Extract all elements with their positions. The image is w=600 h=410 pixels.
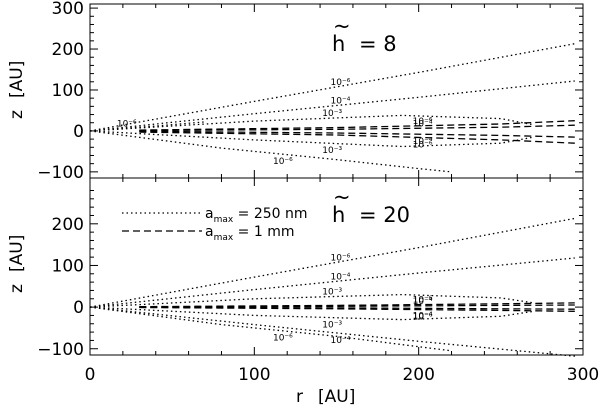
contour-label: 10⁻³ (322, 288, 342, 298)
lower-y-axis-label: z (7, 284, 27, 293)
x-tick-label: 100 (238, 365, 270, 385)
contour-dotted-2 (89, 257, 575, 308)
contour-dotted-5 (89, 130, 452, 173)
contour-dashed-8 (139, 304, 575, 308)
contour-label: 10⁻⁶ (413, 117, 433, 127)
contour-dotted-4 (89, 306, 534, 321)
legend-entry-2-text: = 1 mm (233, 224, 294, 240)
contour-label: 10⁻³ (322, 146, 342, 156)
y-tick-label: 100 (52, 81, 84, 101)
contour-label: 10⁻⁶ (413, 313, 433, 323)
contour-label: 10⁻⁴ (331, 336, 351, 346)
x-tick-label: 300 (567, 365, 599, 385)
tilde-mark: ~ (333, 185, 351, 209)
y-tick-label: 0 (73, 122, 84, 142)
lower-annotation-symbol: h (332, 203, 345, 227)
contour-label: 10⁻⁴ (413, 297, 433, 307)
y-tick-label: 200 (52, 40, 84, 60)
x-tick-label: 200 (402, 365, 434, 385)
contour-label: 10⁻⁶ (273, 333, 293, 343)
legend-entry-1-text: = 250 nm (233, 206, 307, 222)
x-axis-ticks: 0 100 200 300 (85, 365, 600, 385)
contour-label: 10⁻⁴ (331, 97, 351, 107)
tilde-mark: ~ (333, 14, 351, 38)
contour-dotted-4 (89, 130, 534, 148)
legend-entry-2-subscript: max (214, 233, 234, 243)
contour-label: 10⁻⁶ (331, 253, 351, 263)
y-tick-label: −100 (37, 163, 84, 183)
contour-label: 10⁻⁴ (331, 272, 351, 282)
y-tick-label: −100 (37, 340, 84, 360)
contour-dashed-10 (139, 306, 575, 312)
contour-label: 10⁻⁶ (413, 296, 433, 306)
contour-dashed-8 (139, 124, 575, 132)
upper-y-axis-label-group: z [AU] (7, 61, 27, 119)
lower-y-axis-label-group: z [AU] (7, 235, 27, 293)
lower-panel-annotation: h ~ = 20 (332, 185, 410, 227)
contour-dashed-7 (139, 302, 575, 308)
legend-entry-2: amax = 1 mm (205, 224, 294, 243)
contour-dashed-9 (139, 306, 575, 310)
contour-dotted-3 (89, 293, 534, 308)
upper-y-axis-unit: [AU] (7, 61, 27, 98)
legend: amax = 250 nm amax = 1 mm (122, 206, 308, 243)
upper-annotation-symbol: h (332, 32, 345, 56)
y-tick-label: 100 (52, 256, 84, 276)
legend-entry-2-prefix: a (205, 224, 214, 240)
contour-dashed-7 (139, 120, 575, 131)
y-tick-label: 200 (52, 215, 84, 235)
x-axis-label: r (296, 387, 303, 407)
contour-label: 10⁻⁶ (273, 157, 293, 167)
contour-dashed-9 (139, 130, 575, 138)
lower-panel-frame (89, 177, 584, 356)
legend-entry-1: amax = 250 nm (205, 206, 308, 225)
upper-annotation-value: = 8 (359, 32, 397, 56)
y-tick-label: 300 (52, 0, 84, 19)
upper-y-axis-label: z (7, 110, 27, 119)
contour-dotted-6 (89, 306, 575, 357)
contour-dashed-10 (139, 131, 575, 144)
legend-entry-1-prefix: a (205, 206, 214, 222)
upper-panel-annotation: h ~ = 8 (332, 14, 397, 56)
x-tick-label: 0 (85, 365, 96, 385)
x-axis-unit: [AU] (318, 387, 355, 407)
contour-dotted-3 (89, 114, 534, 132)
contour-label: 10⁻⁶ (413, 140, 433, 150)
contour-label: 10⁻³ (322, 109, 342, 119)
lower-annotation-value: = 20 (359, 203, 410, 227)
contour-label: 10⁻⁶ (331, 78, 351, 88)
contour-dotted-2 (89, 80, 575, 132)
contour-label: 10⁻⁴ (413, 137, 433, 147)
legend-entry-1-subscript: max (214, 215, 234, 225)
lower-y-axis-unit: [AU] (7, 235, 27, 272)
contour-label: 10⁻⁶ (117, 119, 137, 129)
contour-dotted-5 (89, 306, 452, 352)
contour-label: 10⁻⁴ (413, 119, 433, 129)
contour-label: 10⁻³ (322, 321, 342, 331)
contour-label: 10⁻⁴ (413, 311, 433, 321)
y-tick-label: 0 (73, 298, 84, 318)
